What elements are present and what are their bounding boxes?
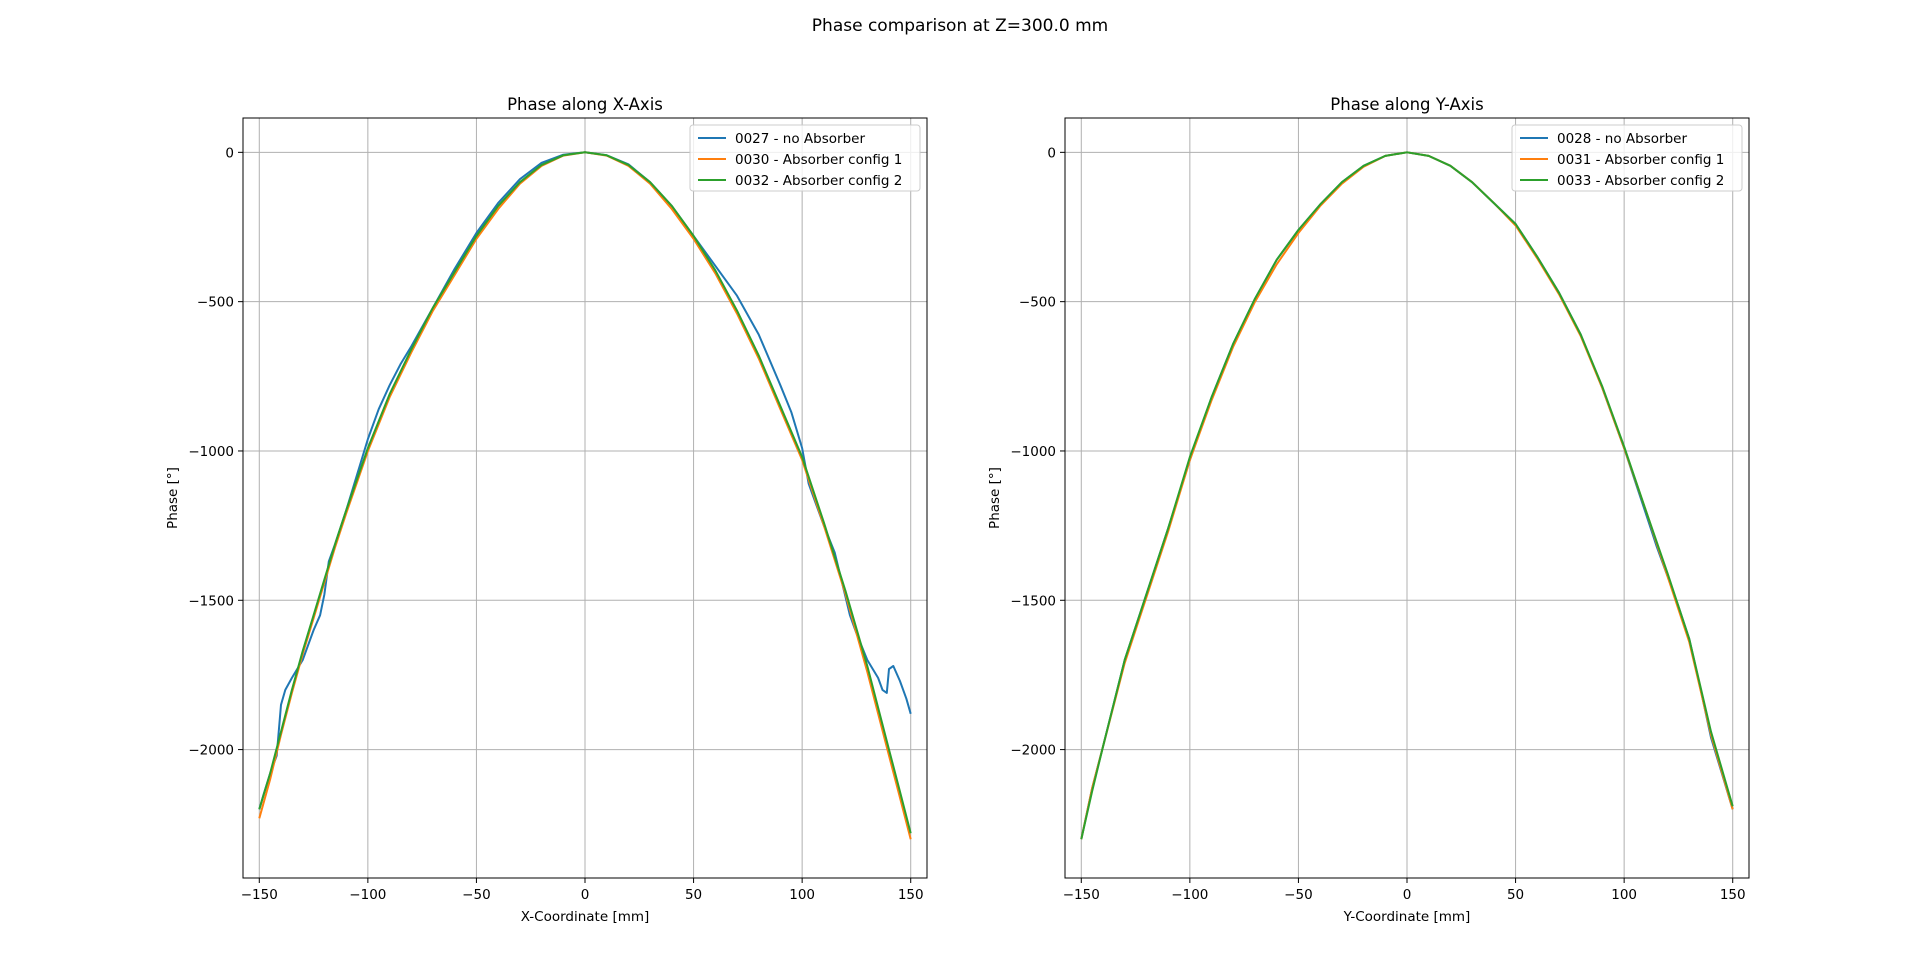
chart-panel-y-axis: −150 −100 −50 0 50 100 1500−500−1000−1500−2000… [987,95,1750,925]
legend: 0028 - no Absorber 0031 - Absorber config… [1511,124,1743,192]
legend: 0027 - no Absorber 0030 - Absorber config… [689,124,921,192]
legend-entry-1: 0028 - no Absorber [1557,131,1687,147]
x-tick-label: −100 [349,887,386,903]
x-tick-label: −50 [1284,887,1313,903]
x-tick-label: 150 [1720,887,1746,903]
y-tick-label: −1500 [188,593,234,609]
x-tick-label: −50 [462,887,491,903]
subplot-title: Phase along Y-Axis [1330,95,1483,114]
x-tick-label: −100 [1171,887,1208,903]
series-line-3 [258,151,912,834]
x-tick-label: −150 [1063,887,1100,903]
legend-entry-3: 0032 - Absorber config 2 [735,173,902,189]
legend-box [1511,124,1743,192]
x-tick-label: 0 [1403,887,1412,903]
legend-entry-2: 0030 - Absorber config 1 [735,152,902,168]
subplot-title: Phase along X-Axis [507,95,663,114]
y-tick-label: −1000 [188,444,234,460]
x-axis-label: X-Coordinate [mm] [521,909,650,925]
x-tick-label: 0 [581,887,590,903]
legend-box [689,124,921,192]
y-axis-label: Phase [°] [165,467,181,529]
y-tick-label: 0 [225,145,234,161]
y-axis-label: Phase [°] [987,467,1003,529]
legend-entry-1: 0027 - no Absorber [735,131,865,147]
y-tick-label: 0 [1047,145,1056,161]
x-tick-label: 100 [789,887,815,903]
legend-entry-2: 0031 - Absorber config 1 [1557,152,1724,168]
x-tick-label: 50 [1507,887,1524,903]
y-tick-label: −2000 [188,743,234,759]
series-line-3 [1080,151,1734,840]
y-tick-label: −1000 [1010,444,1056,460]
chart-panel-x-axis: −150 −100 −50 0 50 100 1500−500−1000−1500−2000… [165,95,928,925]
y-tick-label: −500 [197,295,234,311]
y-tick-label: −2000 [1010,743,1056,759]
x-tick-label: −150 [241,887,278,903]
y-tick-label: −1500 [1010,593,1056,609]
x-axis-label: Y-Coordinate [mm] [1343,909,1471,925]
y-tick-label: −500 [1019,295,1056,311]
x-tick-label: 150 [898,887,924,903]
x-tick-label: 100 [1611,887,1637,903]
figure-suptitle: Phase comparison at Z=300.0 mm [811,16,1109,36]
legend-entry-3: 0033 - Absorber config 2 [1557,173,1724,189]
x-tick-label: 50 [685,887,702,903]
